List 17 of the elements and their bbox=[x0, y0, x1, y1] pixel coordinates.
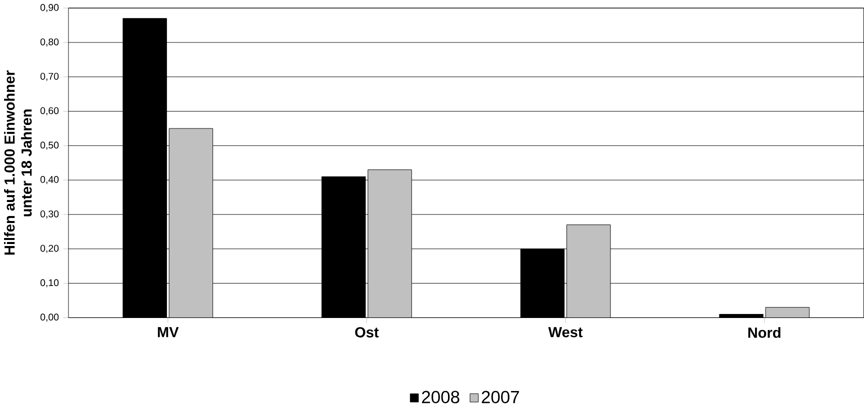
legend-label: 2007 bbox=[482, 390, 519, 404]
y-tick-label: 0,80 bbox=[40, 38, 59, 47]
x-tick-label: West bbox=[548, 327, 583, 338]
y-tick-label: 0,00 bbox=[40, 314, 59, 322]
x-tick-label: Ost bbox=[355, 327, 379, 338]
x-tick-label: MV bbox=[158, 327, 179, 338]
y-tick-label: 0,20 bbox=[40, 244, 59, 253]
y-tick-label: 0,10 bbox=[40, 279, 59, 288]
y-tick-label: 0,50 bbox=[40, 142, 59, 150]
y-tick-label: 0,90 bbox=[40, 4, 59, 12]
legend-label: 2008 bbox=[422, 390, 460, 404]
x-tick-label: Nord bbox=[748, 327, 780, 338]
y-axis-title: Hilfen auf 1.000 Einwohner unter 18 Jahren bbox=[4, 70, 32, 255]
y-tick-label: 0,30 bbox=[40, 210, 59, 219]
y-tick-label: 0,60 bbox=[40, 107, 59, 116]
y-tick-label: 0,40 bbox=[40, 176, 59, 184]
y-tick-label: 0,70 bbox=[40, 72, 59, 81]
